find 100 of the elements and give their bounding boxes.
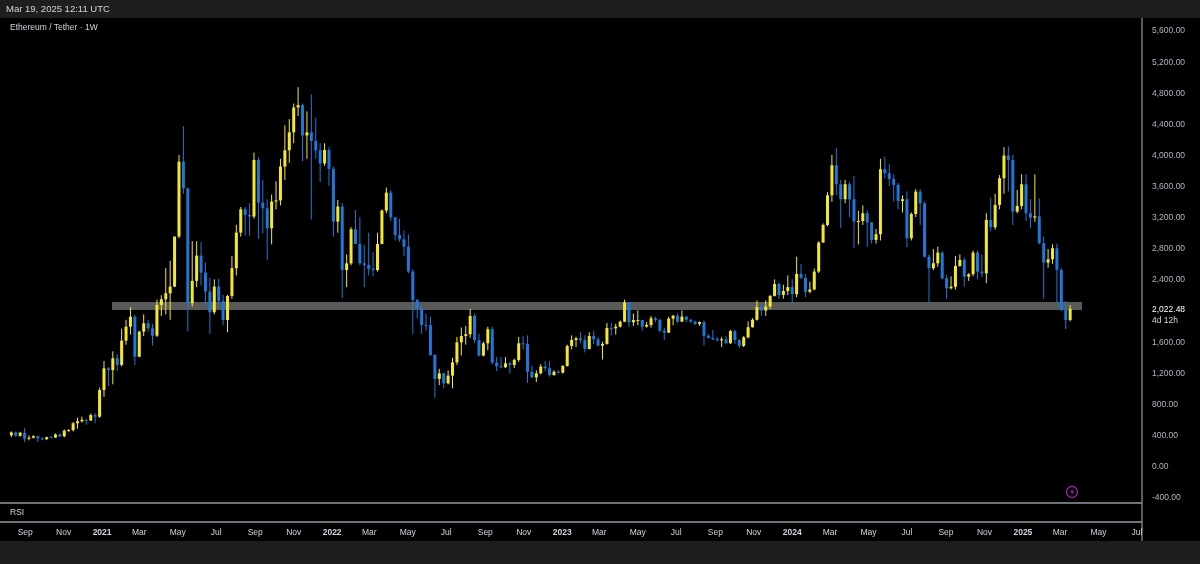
candlestick: [874, 228, 878, 245]
text: Mar 19, 2025 12:11 UTC: [6, 3, 110, 14]
candlestick: [755, 299, 759, 322]
candlestick: [323, 142, 327, 167]
candlestick: [808, 281, 812, 294]
candlestick: [671, 314, 675, 326]
candlestick: [552, 369, 556, 377]
candlestick: [1028, 198, 1032, 229]
candlestick: [393, 216, 397, 241]
y-tick-label: 1,600.00: [1152, 336, 1186, 347]
x-tick-label: Sep: [938, 526, 954, 537]
y-tick-label: 3,200.00: [1152, 212, 1186, 223]
candlestick: [945, 274, 949, 300]
x-tick-label: Jul: [670, 526, 682, 537]
candlestick: [883, 155, 887, 179]
y-tick-label: 800.00: [1152, 398, 1179, 409]
x-tick-label: 2022: [322, 526, 342, 537]
candlestick: [420, 306, 424, 335]
x-tick-label: 2024: [782, 526, 802, 537]
candlestick: [164, 267, 168, 315]
candlestick: [459, 327, 463, 357]
candlestick: [384, 187, 388, 214]
x-tick-label: 2023: [552, 526, 572, 537]
candlestick: [49, 435, 53, 439]
candlestick: [927, 253, 931, 303]
x-tick-label: Nov: [286, 526, 302, 537]
candlestick: [221, 294, 225, 326]
candlestick: [609, 322, 613, 336]
y-tick-label: 5,200.00: [1152, 56, 1186, 67]
candlestick: [464, 325, 468, 346]
candlestick: [1020, 173, 1024, 210]
candlestick: [451, 357, 455, 389]
candlestick: [848, 181, 852, 218]
candlestick: [852, 175, 856, 249]
candlestick: [1002, 146, 1006, 195]
candlestick: [151, 323, 155, 346]
y-tick-label: 3,600.00: [1152, 180, 1186, 191]
candlestick: [305, 110, 309, 160]
candlestick: [248, 202, 252, 237]
x-tick-label: May: [860, 526, 878, 537]
x-tick-label: Sep: [17, 526, 34, 537]
candlestick: [914, 188, 918, 218]
candlestick: [896, 182, 900, 210]
candlestick: [142, 313, 146, 337]
candlestick: [309, 93, 313, 220]
candlestick: [353, 209, 357, 245]
candlestick: [402, 229, 406, 257]
candlestick: [1051, 243, 1055, 265]
candlestick: [627, 301, 631, 328]
candlestick: [446, 369, 450, 385]
candlestick: [962, 257, 966, 287]
candlestick: [799, 263, 803, 280]
candlestick: [953, 255, 957, 290]
candlestick: [870, 221, 874, 245]
candlestick: [146, 319, 150, 332]
candlestick: [367, 232, 371, 276]
candlestick: [433, 353, 437, 399]
candlestick: [1064, 300, 1068, 330]
candlestick: [111, 350, 115, 385]
x-tick-label: Mar: [822, 526, 838, 537]
y-tick-label: 400.00: [1152, 429, 1179, 440]
y-tick-label: 0.00: [1152, 461, 1169, 472]
text: RSI: [10, 507, 25, 517]
candlestick: [574, 336, 578, 348]
candlestick: [583, 334, 587, 353]
candlestick: [702, 320, 706, 346]
candlestick: [274, 180, 278, 210]
candlestick: [843, 179, 847, 204]
candlestick: [455, 336, 459, 366]
x-tick-label: Jul: [1131, 526, 1143, 537]
candlestick: [190, 240, 194, 308]
candlestick: [358, 216, 362, 266]
x-tick-label: May: [1090, 526, 1108, 537]
x-tick-label: Jul: [440, 526, 452, 537]
candlestick: [199, 241, 203, 287]
candlestick: [680, 309, 684, 323]
candlestick: [203, 261, 207, 308]
candlestick: [517, 336, 521, 363]
x-tick-label: Mar: [131, 526, 147, 537]
x-tick-label: Nov: [516, 526, 533, 537]
text: 4d 12h: [1152, 314, 1179, 325]
x-tick-label: Nov: [56, 526, 72, 537]
candlestick: [486, 326, 490, 351]
x-tick-label: Sep: [247, 526, 264, 537]
candlestick: [1055, 243, 1059, 304]
candlestick: [398, 218, 402, 243]
candlestick: [803, 273, 807, 298]
x-tick-label: Nov: [976, 526, 993, 537]
x-tick-label: May: [399, 526, 417, 537]
x-tick-label: Nov: [746, 526, 763, 537]
candlestick: [958, 253, 962, 268]
candlestick: [605, 322, 609, 346]
candlestick: [468, 308, 472, 339]
candlestick: [892, 173, 896, 203]
candlestick: [283, 124, 287, 181]
candlestick: [217, 278, 221, 308]
text: 2,022.48: [1152, 303, 1186, 314]
x-tick-label: Mar: [592, 526, 607, 537]
candlestick: [508, 361, 512, 374]
candlestick: [1006, 145, 1010, 192]
